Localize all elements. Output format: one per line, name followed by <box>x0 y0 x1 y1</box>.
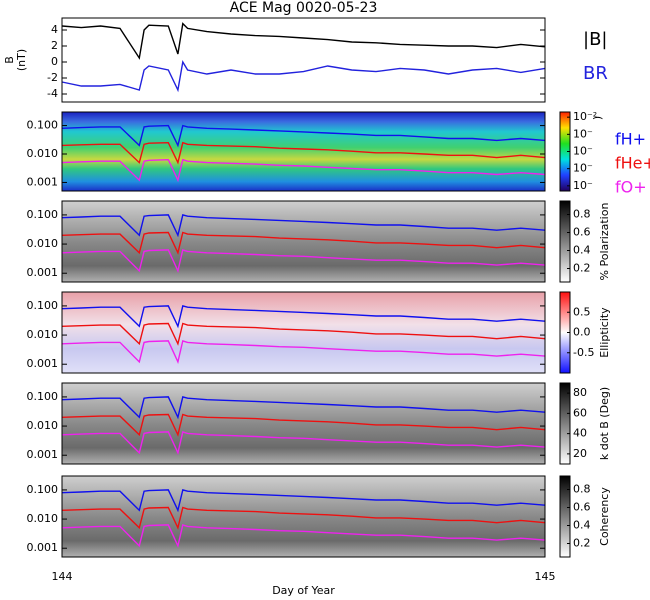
y-tick-label: 0.010 <box>27 237 59 250</box>
series-line <box>61 431 546 456</box>
colorbar-label: % Polarization <box>598 203 611 281</box>
series-line <box>61 60 546 93</box>
colorbar <box>559 200 571 283</box>
legend-label: fHe+ <box>615 154 650 173</box>
y-tick-label: 0.001 <box>27 541 59 554</box>
y-tick-label: 0.001 <box>27 448 59 461</box>
colorbar-tick-label: 60 <box>573 406 587 419</box>
spectrogram-background <box>62 476 545 557</box>
colorbar-tick-label: 10⁻ <box>573 145 593 158</box>
colorbar-label: Ellipticity <box>598 307 611 358</box>
series-line <box>61 158 546 183</box>
series-line <box>61 22 546 60</box>
colorbar-tick-label: 0.6 <box>573 501 591 514</box>
series-line <box>61 524 546 549</box>
y-tick-label: 0.001 <box>27 357 59 370</box>
series-line <box>61 413 546 437</box>
y-axis-label: (nT) <box>15 49 28 71</box>
plot-frame <box>61 17 546 103</box>
y-tick-label: 0.100 <box>27 390 59 403</box>
colorbar-tick-label: 10⁻ <box>573 162 593 175</box>
spectrogram-background <box>62 292 545 373</box>
series-line <box>61 305 546 329</box>
series-line <box>61 322 546 346</box>
y-tick-label: 0.010 <box>27 328 59 341</box>
plot-frame <box>61 291 546 374</box>
colorbar-tick-label: 0.2 <box>573 262 591 275</box>
y-tick-label: 0.100 <box>27 299 59 312</box>
colorbar-tick-label: 10⁻ <box>573 127 593 140</box>
x-tick-label: 144 <box>52 570 73 583</box>
legend-label: |B| <box>583 29 607 50</box>
series-line <box>61 340 546 365</box>
colorbar-tick-label: 0.8 <box>573 483 591 496</box>
series-line <box>61 124 546 148</box>
plot-frame <box>61 200 546 283</box>
plot-frame <box>61 382 546 465</box>
series-line <box>61 506 546 530</box>
series-line <box>61 214 546 238</box>
colorbar-tick-label: 0.2 <box>573 537 591 550</box>
x-axis-label: Day of Year <box>272 584 335 597</box>
y-tick-label: 4 <box>51 23 58 36</box>
y-tick-label: 0.001 <box>27 175 59 188</box>
y-tick-label: 0.010 <box>27 512 59 525</box>
y-tick-label: 2 <box>51 39 58 52</box>
plot-frame <box>61 475 546 558</box>
y-tick-label: -2 <box>47 71 58 84</box>
spectrogram-background <box>62 201 545 282</box>
y-tick-label: 0.010 <box>27 419 59 432</box>
y-tick-label: -4 <box>47 87 58 100</box>
colorbar-tick-label: 0.0 <box>573 326 591 339</box>
plot-frame <box>61 111 546 192</box>
colorbar-tick-label: 0.8 <box>573 208 591 221</box>
series-line <box>61 231 546 255</box>
colorbar-tick-label: 0.4 <box>573 244 591 257</box>
y-tick-label: 0.100 <box>27 119 59 132</box>
y-tick-label: 0.100 <box>27 483 59 496</box>
x-tick-label: 145 <box>535 570 556 583</box>
colorbar <box>559 475 571 558</box>
y-tick-label: 0 <box>51 55 58 68</box>
colorbar-tick-label: 10⁻² <box>573 110 597 123</box>
legend-label: fO+ <box>615 178 647 197</box>
colorbar <box>559 382 571 465</box>
series-line <box>61 489 546 513</box>
colorbar-tick-label: 80 <box>573 386 587 399</box>
chart-title: ACE Mag 0020-05-23 <box>230 0 378 16</box>
y-axis-label: B <box>3 56 16 64</box>
colorbar-label: ) <box>591 116 604 120</box>
colorbar-tick-label: 20 <box>573 447 587 460</box>
colorbar-tick-label: -0.5 <box>573 346 594 359</box>
y-tick-label: 0.001 <box>27 266 59 279</box>
spectrogram-background <box>62 112 545 191</box>
colorbar-tick-label: 40 <box>573 427 587 440</box>
series-line <box>61 249 546 274</box>
colorbar-label: Coherency <box>598 487 611 546</box>
colorbar-tick-label: 0.5 <box>573 305 591 318</box>
colorbar-tick-label: 0.4 <box>573 519 591 532</box>
series-line <box>61 141 546 165</box>
colorbar-label: k dot B (Deg) <box>598 387 611 460</box>
y-tick-label: 0.010 <box>27 147 59 160</box>
legend-label: BR <box>583 63 608 84</box>
colorbar-tick-label: 10⁻ <box>573 179 593 192</box>
colorbar-tick-label: 0.6 <box>573 226 591 239</box>
y-tick-label: 0.100 <box>27 208 59 221</box>
spectrogram-background <box>62 383 545 464</box>
legend-label: fH+ <box>615 130 646 149</box>
series-line <box>61 396 546 420</box>
